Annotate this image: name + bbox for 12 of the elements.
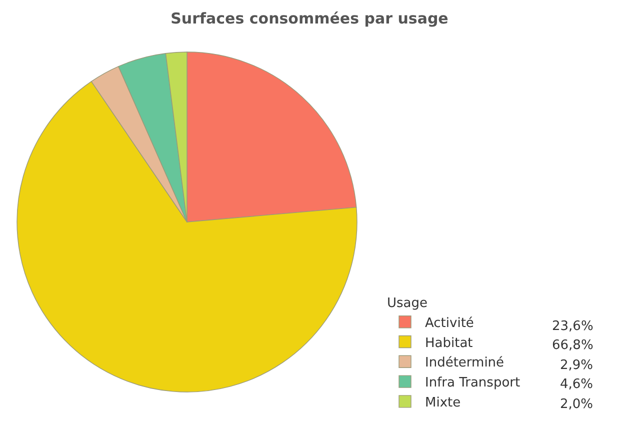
legend-title: Usage [387, 296, 428, 311]
data-label: 4,6% [560, 377, 594, 392]
legend-label: Mixte [425, 396, 461, 411]
chart-title: Surfaces consommées par usage [170, 9, 448, 28]
data-label: 2,9% [560, 358, 594, 373]
legend-label: Infra Transport [425, 376, 520, 391]
data-label: 23,6% [552, 319, 594, 334]
legend-label: Activité [425, 316, 474, 331]
legend-label: Habitat [425, 336, 473, 351]
data-label: 66,8% [552, 338, 594, 353]
legend-label: Indéterminé [425, 356, 504, 371]
data-label: 2,0% [560, 397, 594, 412]
